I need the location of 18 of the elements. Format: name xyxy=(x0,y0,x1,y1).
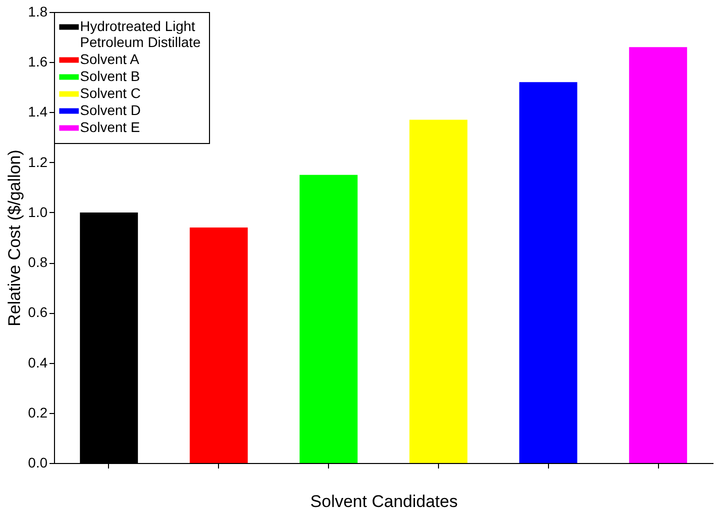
legend-label: Solvent A xyxy=(80,51,140,67)
y-tick-label: 0.8 xyxy=(28,254,48,270)
legend-label: Solvent B xyxy=(80,68,140,84)
y-tick-label: 0.6 xyxy=(28,304,48,320)
y-tick-label: 0.4 xyxy=(28,354,48,370)
legend-label: Solvent C xyxy=(80,85,141,101)
y-tick-label: 0.2 xyxy=(28,404,48,420)
y-tick-label: 1.0 xyxy=(28,204,48,220)
y-tick-label: 1.4 xyxy=(28,104,48,120)
x-axis-title: Solvent Candidates xyxy=(310,492,458,511)
legend-label: Solvent D xyxy=(80,102,141,118)
legend-label: Solvent E xyxy=(80,119,140,135)
y-tick-label: 1.8 xyxy=(28,4,48,20)
legend-label: Hydrotreated Light Petroleum Distillate xyxy=(80,18,201,50)
y-tick-label: 0.0 xyxy=(28,454,48,470)
y-axis-title: Relative Cost ($/gallon) xyxy=(5,150,24,326)
y-tick-label: 1.2 xyxy=(28,154,48,170)
y-tick-label: 1.6 xyxy=(28,54,48,70)
